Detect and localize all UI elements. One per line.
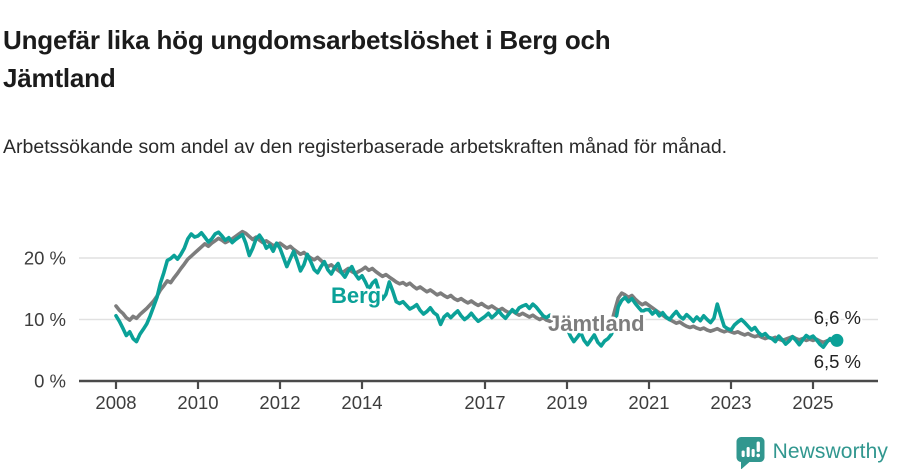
chart-subtitle: Arbetssökande som andel av den registerb… (3, 135, 728, 158)
y-tick-label: 20 % (24, 248, 66, 269)
x-tick-label: 2010 (177, 392, 218, 413)
x-tick-label: 2012 (259, 392, 300, 413)
chart-labels: Berg Jämtland 6,6 % 6,5 % (329, 281, 864, 375)
x-tick-label: 2021 (628, 392, 669, 413)
x-tick-label: 2014 (341, 392, 382, 413)
data-series (114, 229, 844, 349)
bar-chart-glyph (741, 441, 760, 458)
x-axis: 0 % 10 % 20 % 2008 2010 2012 2014 2017 2019 2021 2… (24, 248, 878, 413)
end-marker-dot-berg (830, 333, 844, 347)
brand-footer: Newsworthy (734, 434, 888, 470)
x-tick-label: 2008 (95, 392, 136, 413)
y-tick-label: 0 % (34, 371, 66, 392)
brand-name: Newsworthy (772, 440, 888, 463)
unemployment-line-chart: 0 % 10 % 20 % 2008 2010 2012 2014 2017 2019 2021 2… (24, 229, 878, 413)
chart-area: 0 % 10 % 20 % 2008 2010 2012 2014 2017 2019 2021 2… (0, 208, 900, 440)
gridlines (79, 257, 878, 321)
line-berg (114, 230, 839, 349)
x-tick-label: 2019 (546, 392, 587, 413)
series-label-berg: Berg (331, 283, 381, 308)
page-title: Ungefär lika hög ungdomsarbetslöshet i B… (3, 25, 611, 94)
line-jämtland (114, 229, 839, 345)
speech-bubble-shape (736, 437, 765, 469)
end-value-label-jämtland: 6,5 % (814, 351, 861, 372)
newsworthy-logo-icon (736, 437, 765, 469)
x-tick-label: 2025 (792, 392, 833, 413)
series-label-jämtland: Jämtland (548, 311, 645, 336)
end-value-label-berg: 6,6 % (814, 307, 861, 328)
y-tick-label: 10 % (24, 309, 66, 330)
x-tick-label: 2023 (710, 392, 751, 413)
x-tick-label: 2017 (464, 392, 505, 413)
